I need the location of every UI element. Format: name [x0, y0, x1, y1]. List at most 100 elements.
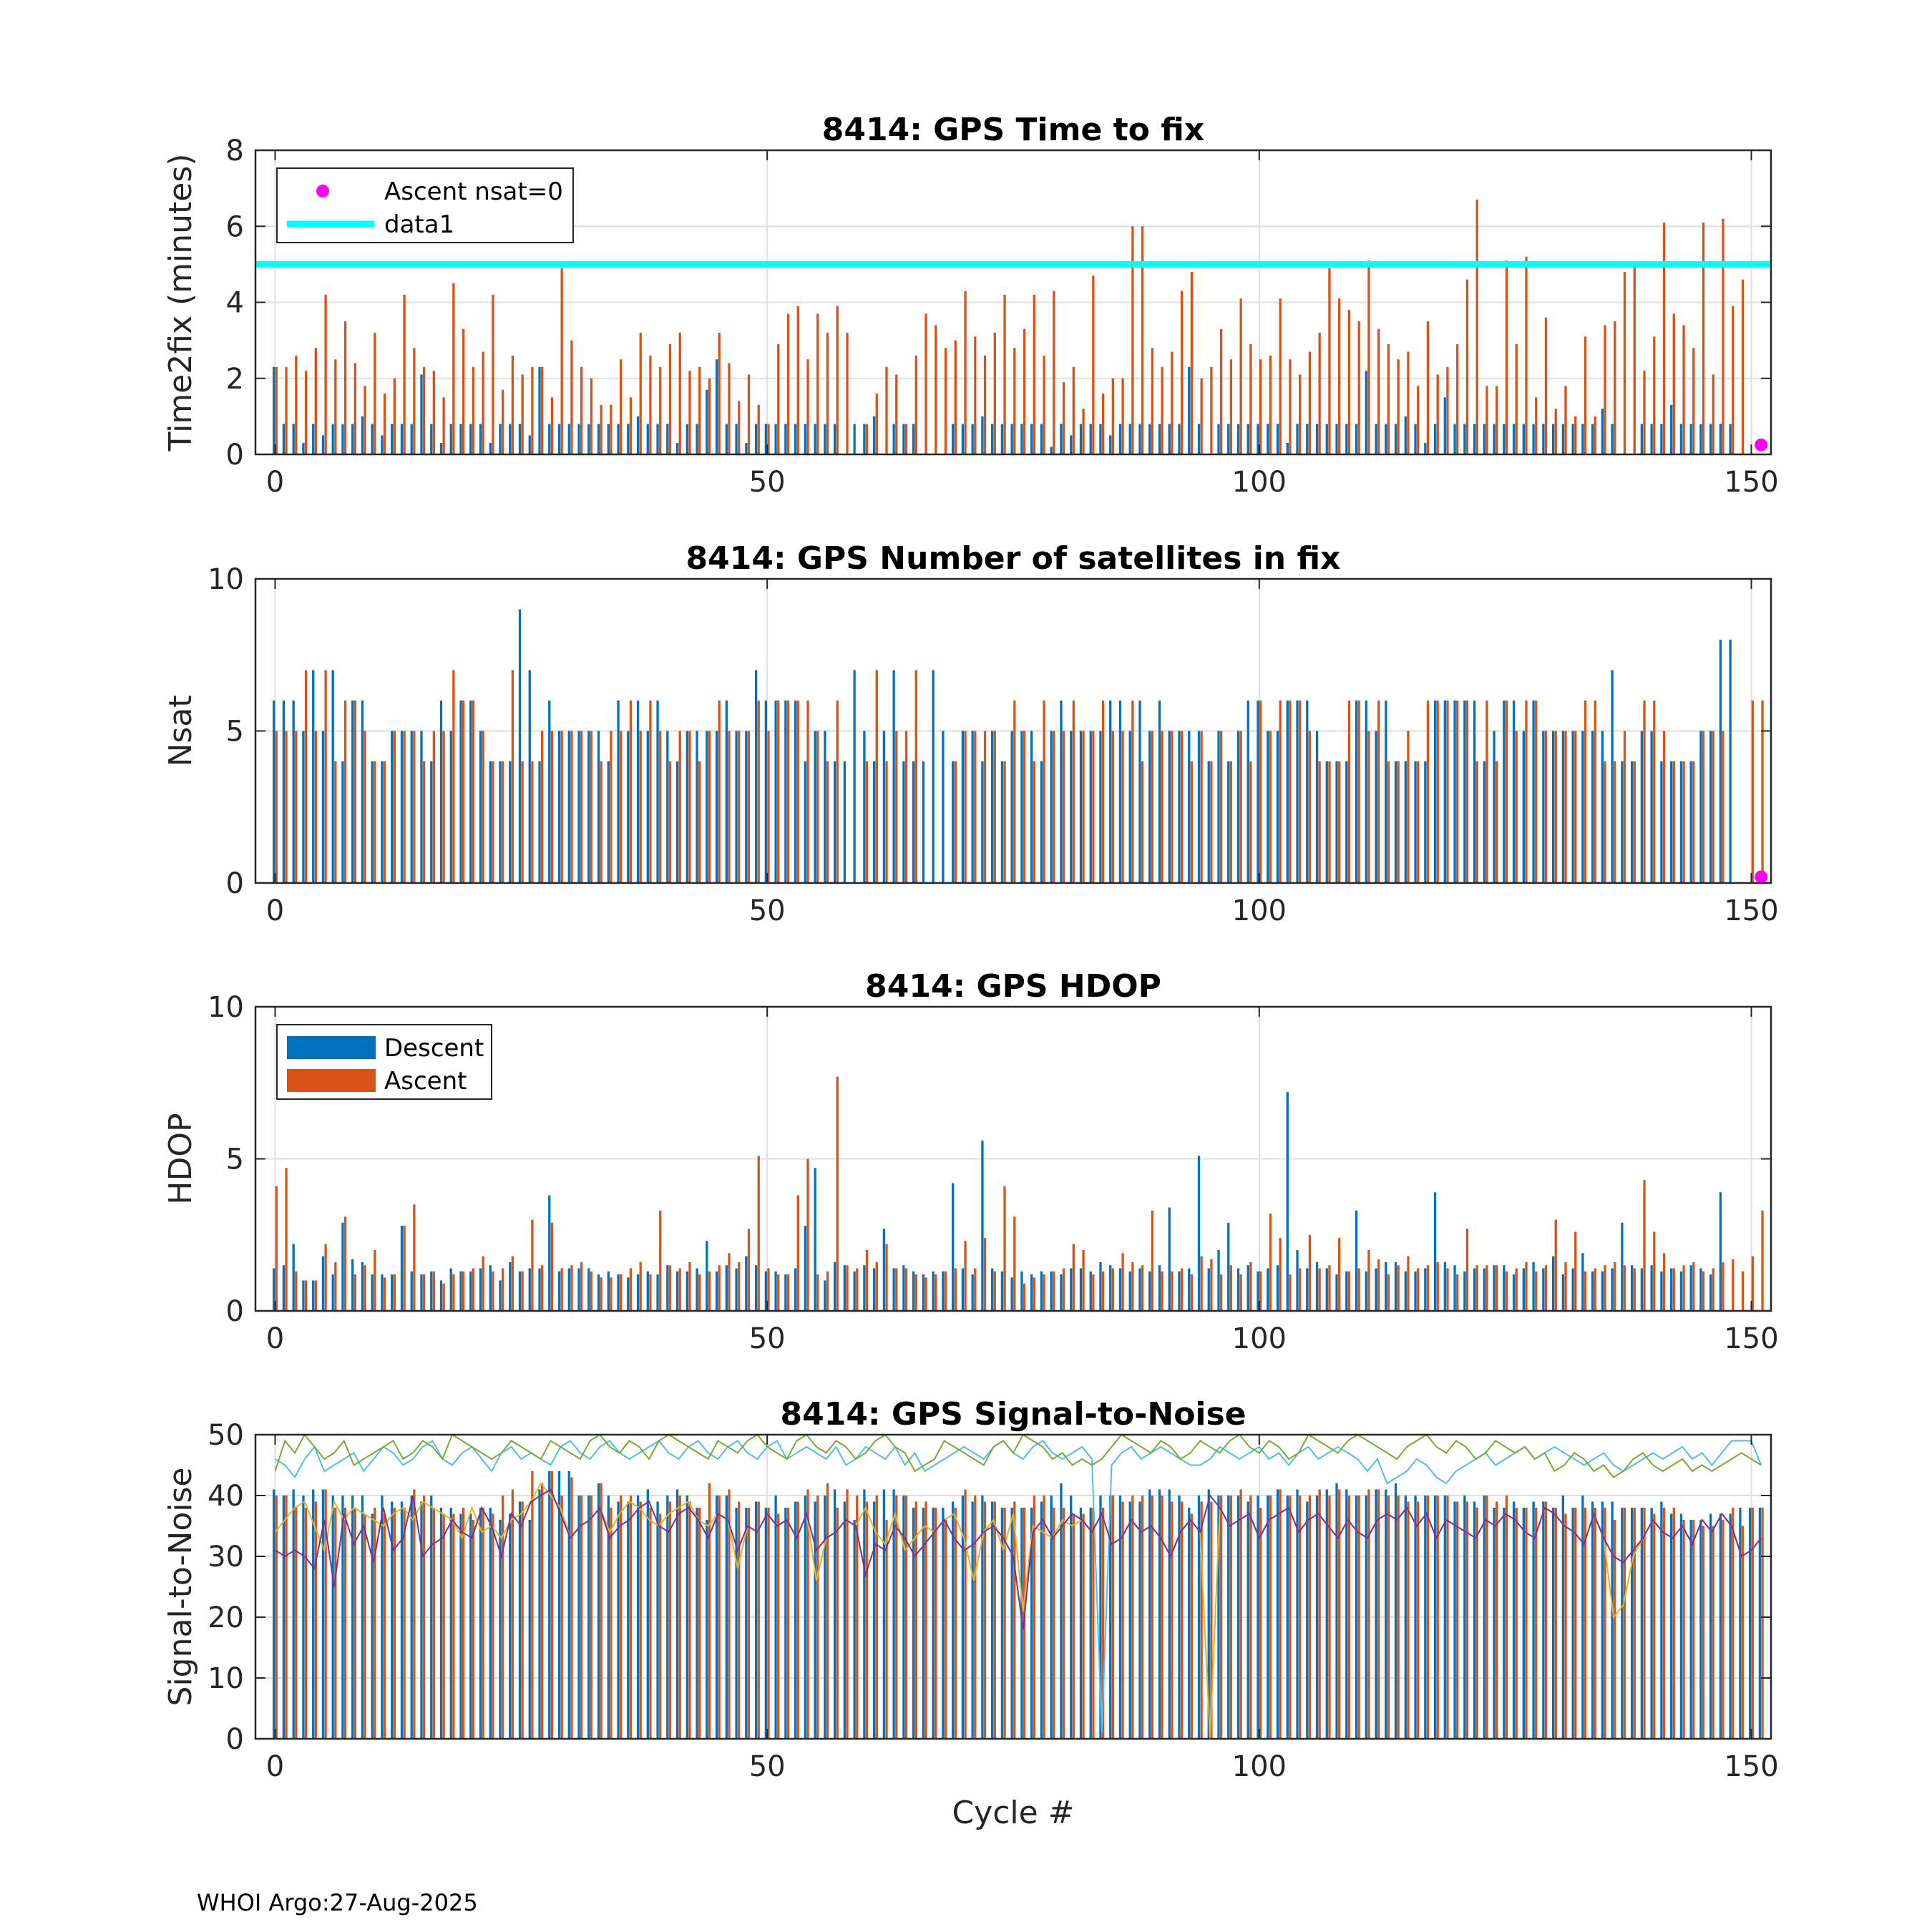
bar-descent	[1611, 670, 1614, 883]
bar-descent	[1601, 731, 1604, 883]
bar-ascent	[1357, 1496, 1360, 1739]
x-tick-label: 150	[1724, 1750, 1778, 1783]
bar-descent	[1267, 1496, 1269, 1739]
bar-descent	[1404, 416, 1407, 454]
bar-descent	[597, 731, 600, 883]
bar-descent	[1365, 1496, 1367, 1739]
bar-descent	[824, 731, 826, 883]
bar-ascent	[1446, 701, 1449, 883]
bar-descent	[706, 1520, 708, 1739]
bar-descent	[1236, 424, 1240, 454]
bar-descent	[1394, 1262, 1397, 1311]
y-tick-label: 0	[226, 1295, 244, 1328]
bar-descent	[1749, 1508, 1752, 1739]
bar-ascent	[1554, 409, 1557, 454]
bar-descent	[1443, 1262, 1446, 1311]
bar-descent	[1532, 701, 1535, 883]
bar-ascent	[1722, 1520, 1724, 1739]
bar-ascent	[1259, 1271, 1262, 1311]
y-tick-label: 0	[226, 439, 244, 472]
bar-descent	[1148, 731, 1151, 883]
bar-ascent	[1239, 731, 1242, 883]
bar-ascent	[334, 359, 337, 454]
bar-ascent	[718, 701, 721, 883]
bar-descent	[932, 1508, 935, 1739]
bar-descent	[952, 1501, 955, 1739]
bar-ascent	[1712, 1526, 1714, 1739]
bar-ascent	[875, 1496, 878, 1739]
bar-descent	[1197, 1496, 1201, 1739]
bar-ascent	[964, 1489, 967, 1739]
bar-descent	[302, 443, 305, 454]
bar-descent	[1365, 371, 1367, 454]
bar-descent	[1296, 1489, 1299, 1739]
bar-ascent	[698, 366, 701, 454]
chart-title: 8414: GPS Time to fix	[822, 112, 1204, 148]
bar-descent	[1729, 640, 1732, 883]
bar-descent	[449, 1508, 452, 1739]
bar-ascent	[747, 731, 751, 883]
bar-descent	[833, 1262, 836, 1311]
bar-ascent	[738, 1501, 741, 1739]
bar-ascent	[698, 1274, 701, 1311]
bar-descent	[1138, 1501, 1141, 1739]
bar-ascent	[295, 1271, 298, 1311]
bar-ascent	[993, 1271, 996, 1311]
nsat-zero-marker	[1755, 438, 1768, 452]
bar-ascent	[1072, 1244, 1075, 1311]
bar-ascent	[678, 1268, 681, 1311]
bar-ascent	[541, 1483, 544, 1739]
bar-descent	[1670, 1268, 1673, 1311]
bar-descent	[725, 701, 728, 883]
bar-descent	[627, 424, 630, 454]
bar-ascent	[492, 1271, 494, 1311]
bar-ascent	[1023, 328, 1026, 454]
bar-ascent	[1446, 366, 1449, 454]
bar-descent	[557, 731, 561, 883]
bar-ascent	[511, 1489, 514, 1739]
bar-descent	[459, 701, 462, 883]
bar-ascent	[511, 670, 514, 883]
bar-ascent	[1722, 218, 1724, 454]
bar-ascent	[413, 731, 416, 883]
bar-descent	[1010, 424, 1013, 454]
bar-ascent	[550, 731, 554, 883]
bar-ascent	[846, 1265, 849, 1311]
bar-ascent	[1653, 1513, 1656, 1739]
bar-ascent	[708, 731, 711, 883]
bar-ascent	[659, 366, 662, 454]
bar-ascent	[983, 731, 987, 883]
bar-ascent	[1535, 1271, 1538, 1311]
bar-descent	[528, 670, 531, 883]
bar-descent	[814, 731, 816, 883]
bar-descent	[351, 1496, 354, 1739]
bar-descent	[1070, 1496, 1073, 1739]
bar-descent	[646, 1271, 649, 1311]
bar-ascent	[343, 1216, 347, 1311]
bar-descent	[1050, 447, 1053, 454]
bar-descent	[636, 416, 640, 454]
bar-ascent	[590, 378, 593, 454]
bar-descent	[1315, 1496, 1319, 1739]
bar-ascent	[1623, 731, 1626, 883]
bar-ascent	[983, 1501, 987, 1739]
bar-ascent	[1475, 761, 1478, 883]
bar-ascent	[1564, 1262, 1567, 1311]
bar-ascent	[757, 1156, 760, 1311]
bar-descent	[745, 731, 748, 883]
bar-ascent	[856, 1268, 859, 1311]
bar-descent	[1561, 731, 1565, 883]
bar-ascent	[511, 1256, 514, 1311]
bar-ascent	[659, 731, 662, 883]
bar-descent	[1227, 424, 1230, 454]
bar-ascent	[600, 404, 602, 454]
bar-ascent	[1141, 1265, 1144, 1311]
bar-ascent	[1614, 1520, 1616, 1739]
bar-descent	[1512, 701, 1516, 883]
bar-descent	[1079, 1268, 1083, 1311]
bar-descent	[1453, 424, 1456, 454]
bar-descent	[754, 1265, 758, 1311]
bar-ascent	[1397, 761, 1400, 883]
bar-ascent	[501, 761, 504, 883]
bar-ascent	[865, 761, 869, 883]
